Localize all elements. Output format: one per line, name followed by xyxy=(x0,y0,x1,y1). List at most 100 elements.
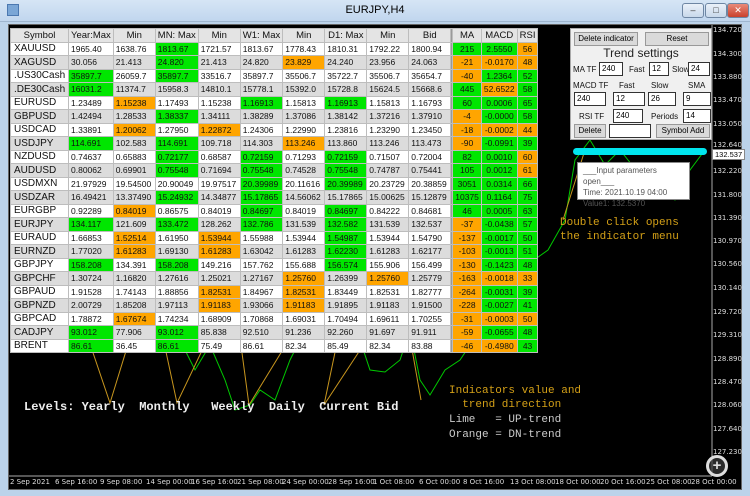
table-row[interactable]: USDMXN 21.97929 19.54500 20.90049 19.97517 20… xyxy=(10,176,539,191)
symbol-cell[interactable]: GBPCHF xyxy=(10,271,69,286)
bid-indicator-line[interactable] xyxy=(573,148,707,155)
table-row[interactable]: GBPCHF 1.30724 1.16820 1.27616 1.25021 1.2716… xyxy=(10,271,539,286)
macd-slow-input[interactable]: 26 xyxy=(648,92,676,106)
table-row[interactable]: GBPUSD 1.42494 1.28533 1.38337 1.34111 1.3828… xyxy=(10,109,539,124)
delete-symbol-button[interactable]: Delete xyxy=(574,124,606,138)
symbol-cell[interactable]: BRENT xyxy=(10,338,69,353)
symbol-cell[interactable]: EURJPY xyxy=(10,217,69,232)
year-min-cell: 134.391 xyxy=(112,257,156,272)
window-title: EURJPY,H4 xyxy=(345,4,405,16)
table-row[interactable]: GBPAUD 1.91528 1.74143 1.88856 1.82531 1.8496… xyxy=(10,284,539,299)
symbol-cell[interactable]: USDMXN xyxy=(10,176,69,191)
table-row[interactable]: USDCAD 1.33891 1.20062 1.27950 1.22872 1.2430… xyxy=(10,122,539,137)
symbol-cell[interactable]: EURNZD xyxy=(10,244,69,259)
column-header[interactable]: MACD xyxy=(480,28,518,43)
column-header[interactable]: RSI xyxy=(516,28,539,43)
ma-tf-label: MA TF xyxy=(573,65,597,74)
month-max-cell: 114.691 xyxy=(154,136,199,151)
symbol-cell[interactable]: USDCAD xyxy=(10,122,69,137)
tooltip-time: Time: 2021.10.19 04:00 xyxy=(583,188,668,197)
table-row[interactable]: EURJPY 134.117 121.609 133.472 128.262 132.78… xyxy=(10,217,539,232)
week-max-cell: 0.75548 xyxy=(239,163,284,178)
rsi-cell: 75 xyxy=(516,190,539,205)
reset-button[interactable]: Reset xyxy=(645,32,709,46)
symbol-cell[interactable]: AUDUSD xyxy=(10,163,69,178)
macd-tf-input[interactable]: 240 xyxy=(574,92,606,106)
table-row[interactable]: EURGBP 0.92289 0.84019 0.86575 0.84019 0.8469… xyxy=(10,203,539,218)
symbol-cell[interactable]: USDJPY xyxy=(10,136,69,151)
symbol-cell[interactable]: GBPUSD xyxy=(10,109,69,124)
column-header[interactable]: MA xyxy=(452,28,482,43)
rsi-cell: 56 xyxy=(516,41,539,56)
delete-indicator-button[interactable]: Delete indicator xyxy=(574,32,638,46)
symbol-cell[interactable]: EURAUD xyxy=(10,230,69,245)
day-min-cell: 113.246 xyxy=(366,136,410,151)
table-row[interactable]: GBPCAD 1.78872 1.67674 1.74234 1.68909 1.7086… xyxy=(10,311,539,326)
symbol-cell[interactable]: EURUSD xyxy=(10,95,69,110)
ma-slow-input[interactable]: 24 xyxy=(688,62,710,76)
day-max-cell: 20.39989 xyxy=(324,176,368,191)
symbol-cell[interactable]: .DE30Cash xyxy=(10,82,69,97)
ma-tf-input[interactable]: 240 xyxy=(599,62,623,76)
bid-cell: 1.91500 xyxy=(408,298,452,313)
column-header[interactable]: Bid xyxy=(408,28,452,43)
month-min-cell: 1.53944 xyxy=(197,230,241,245)
close-button[interactable]: ✕ xyxy=(727,3,749,18)
table-row[interactable]: USDJPY 114.691 102.583 114.691 109.718 114.30… xyxy=(10,136,539,151)
rsi-periods-input[interactable]: 14 xyxy=(683,109,711,123)
table-row[interactable]: EURAUD 1.66853 1.52514 1.61950 1.53944 1.5598… xyxy=(10,230,539,245)
table-row[interactable]: USDZAR 16.49421 13.37490 15.24932 14.34877 15… xyxy=(10,190,539,205)
day-min-cell: 1.82531 xyxy=(366,284,410,299)
table-row[interactable]: XAGUSD 30.056 21.413 24.820 21.413 24.820 23.8… xyxy=(10,55,539,70)
table-row[interactable]: .US30Cash 35897.7 26059.7 35897.7 33516.7 358… xyxy=(10,68,539,83)
column-header[interactable]: D1: Max xyxy=(324,28,368,43)
table-row[interactable]: GBPJPY 158.208 134.391 158.208 149.216 157.76… xyxy=(10,257,539,272)
column-header[interactable]: Min xyxy=(366,28,410,43)
symbol-add-button[interactable]: Symbol Add xyxy=(656,124,710,138)
symbol-cell[interactable]: .US30Cash xyxy=(10,68,69,83)
day-min-cell: 155.906 xyxy=(366,257,410,272)
table-row[interactable]: EURUSD 1.23489 1.15238 1.17493 1.15238 1.1691… xyxy=(10,95,539,110)
year-min-cell: 0.65883 xyxy=(112,149,156,164)
symbol-cell[interactable]: GBPCAD xyxy=(10,311,69,326)
symbol-cell[interactable]: EURGBP xyxy=(10,203,69,218)
ma-fast-input[interactable]: 12 xyxy=(649,62,669,76)
table-row[interactable]: BRENT 86.61 36.45 86.61 75.49 86.61 82.34 85.49… xyxy=(10,338,539,353)
day-max-cell: 24.240 xyxy=(324,55,368,70)
column-header[interactable]: Year:Max xyxy=(68,28,114,43)
table-row[interactable]: AUDUSD 0.80062 0.69901 0.75548 0.71694 0.7554… xyxy=(10,163,539,178)
macd-sma-input[interactable]: 9 xyxy=(683,92,711,106)
macd-fast-input[interactable]: 12 xyxy=(613,92,645,106)
symbol-cell[interactable]: NZDUSD xyxy=(10,149,69,164)
macd-cell: 2.5550 xyxy=(480,41,518,56)
ma-cell: -90 xyxy=(452,136,482,151)
table-row[interactable]: EURNZD 1.77020 1.61283 1.69130 1.61283 1.6304… xyxy=(10,244,539,259)
symbol-cell[interactable]: XAGUSD xyxy=(10,55,69,70)
ma-cell: 82 xyxy=(452,149,482,164)
symbol-cell[interactable]: GBPJPY xyxy=(10,257,69,272)
zoom-magnifier-icon[interactable]: + xyxy=(706,455,728,477)
table-row[interactable]: NZDUSD 0.74637 0.65883 0.72177 0.68587 0.7215… xyxy=(10,149,539,164)
macd-cell: -0.0438 xyxy=(480,217,518,232)
column-header[interactable]: W1: Max xyxy=(239,28,284,43)
pointer-monthly xyxy=(162,337,209,405)
rsi-tf-input[interactable]: 240 xyxy=(613,109,643,123)
table-row[interactable]: CADJPY 93.012 77.906 93.012 85.838 92.510 91.2… xyxy=(10,325,539,340)
column-header[interactable]: Min xyxy=(112,28,156,43)
column-header[interactable]: Symbol xyxy=(10,28,69,43)
symbol-input[interactable] xyxy=(609,124,651,138)
macd-cell: 52.6522 xyxy=(480,82,518,97)
column-header[interactable]: MN: Max xyxy=(154,28,199,43)
minimize-button[interactable]: – xyxy=(682,3,704,18)
symbol-cell[interactable]: XAUUSD xyxy=(10,41,69,56)
maximize-button[interactable]: □ xyxy=(705,3,727,18)
column-header[interactable]: Min xyxy=(197,28,241,43)
symbol-cell[interactable]: CADJPY xyxy=(10,325,69,340)
table-row[interactable]: .DE30Cash 16031.2 11374.7 15958.3 14810.1 157… xyxy=(10,82,539,97)
symbol-cell[interactable]: USDZAR xyxy=(10,190,69,205)
symbol-cell[interactable]: GBPAUD xyxy=(10,284,69,299)
table-row[interactable]: GBPNZD 2.00729 1.85208 1.97113 1.91183 1.9306… xyxy=(10,298,539,313)
table-row[interactable]: XAUUSD 1965.40 1638.76 1813.67 1721.57 1813.6… xyxy=(10,41,539,56)
symbol-cell[interactable]: GBPNZD xyxy=(10,298,69,313)
column-header[interactable]: Min xyxy=(282,28,326,43)
